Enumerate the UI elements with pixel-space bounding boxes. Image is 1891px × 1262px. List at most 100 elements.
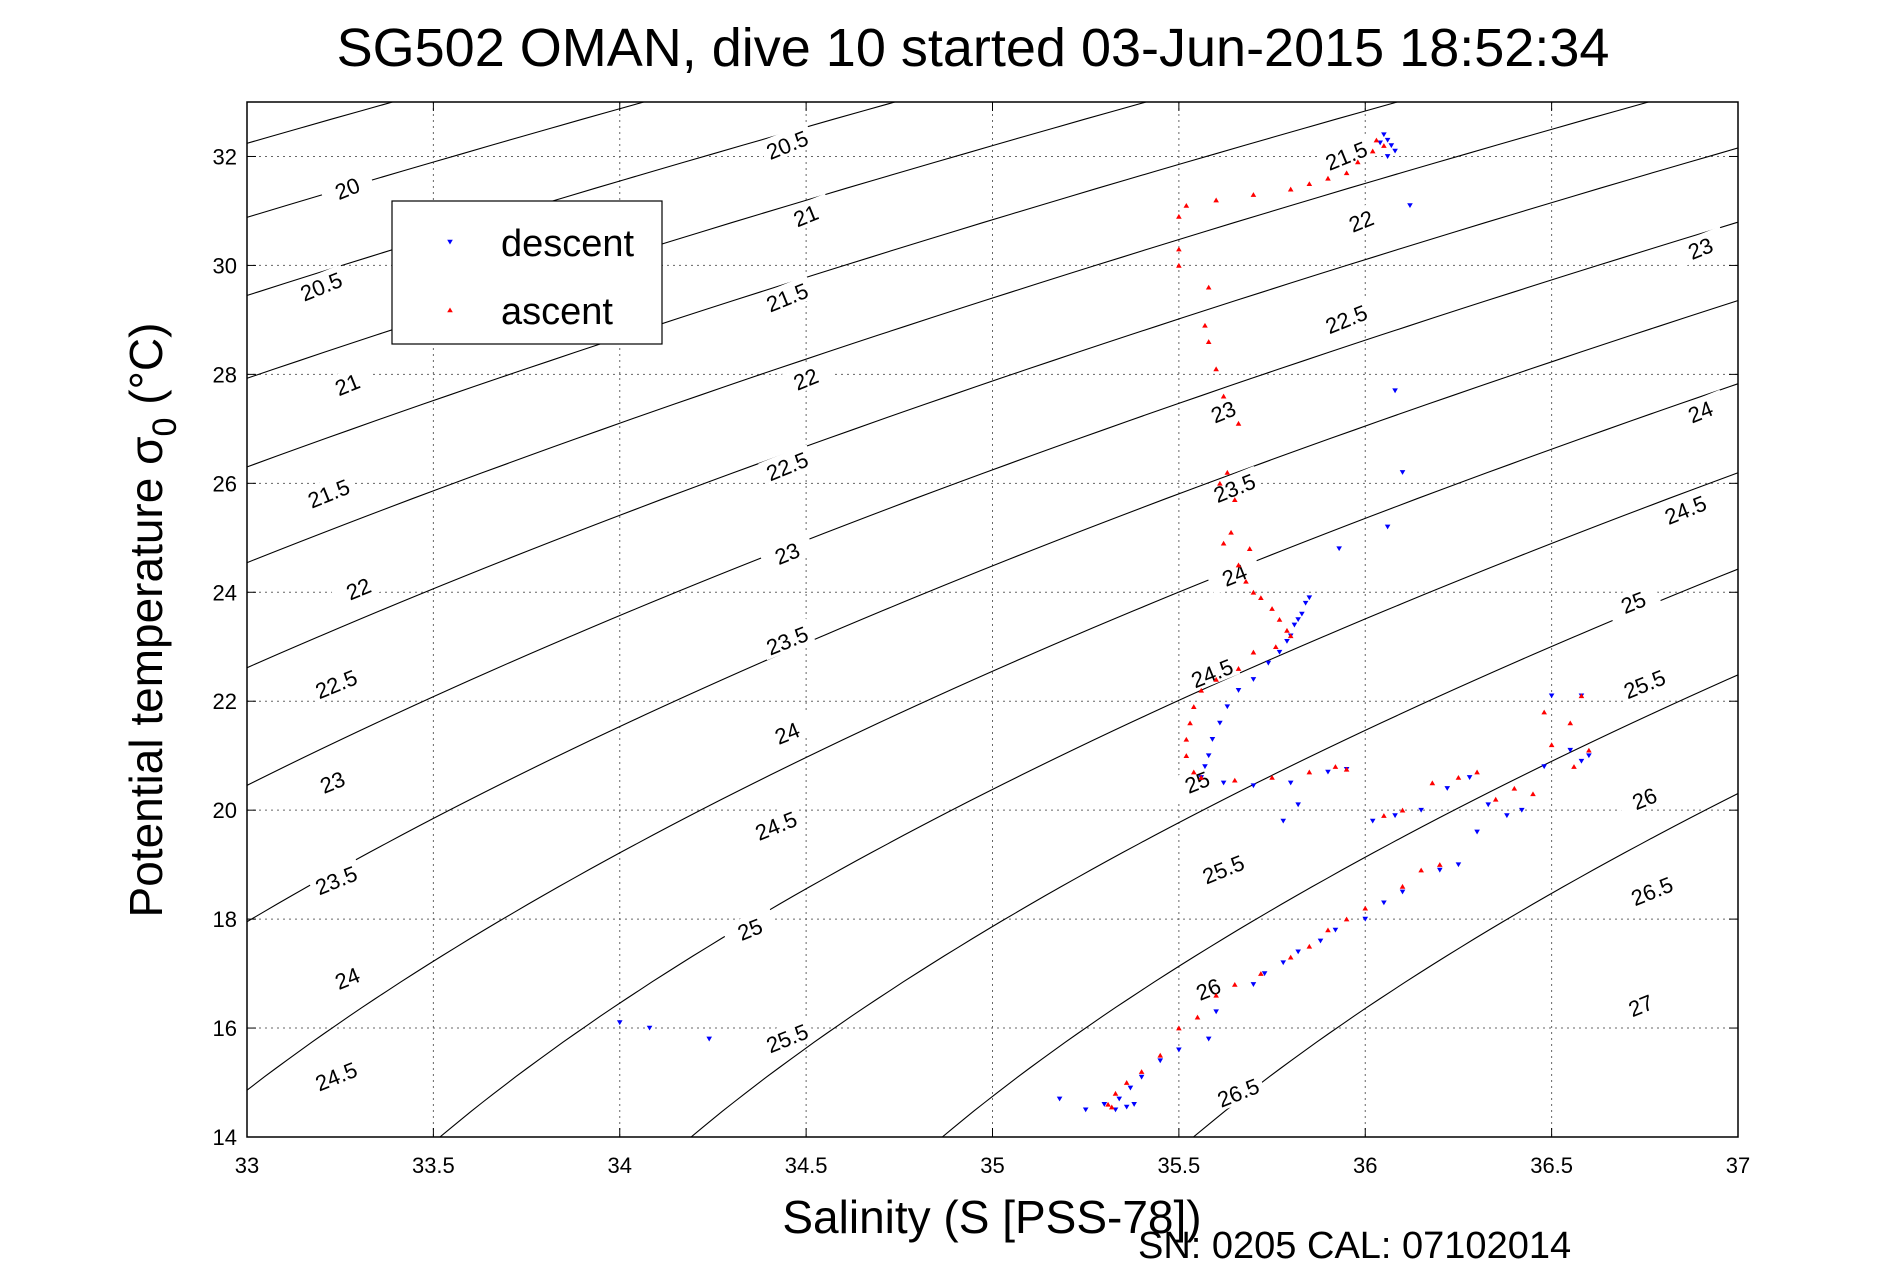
y-tick-label: 20	[213, 798, 237, 823]
data-points	[616, 132, 1592, 1113]
contour-label-bg	[329, 566, 387, 609]
ascent-point	[1250, 649, 1257, 655]
contour-label: 22.5	[1322, 300, 1371, 339]
ascent-point	[1190, 769, 1197, 775]
ascent-point	[1343, 766, 1350, 772]
y-tick-label: 22	[213, 689, 237, 714]
isopycnal-25	[247, 300, 1738, 923]
ascent-point	[1183, 736, 1190, 742]
descent-point	[1578, 758, 1585, 764]
ascent-point	[1176, 1025, 1182, 1031]
contour-label: 20.5	[297, 267, 346, 306]
ascent-point	[1176, 262, 1182, 268]
contour-label: 26.5	[1214, 1073, 1263, 1112]
descent-point	[1202, 764, 1208, 770]
ascent-point	[1205, 284, 1212, 290]
ascent-point	[1235, 666, 1242, 671]
descent-point	[1205, 1036, 1212, 1042]
contour-label-bg	[1183, 651, 1241, 693]
descent-point	[1369, 818, 1376, 824]
ascent-point	[1112, 1090, 1119, 1096]
ascent-point	[1213, 197, 1219, 203]
ascent-point	[1213, 676, 1219, 682]
ascent-point	[1418, 867, 1424, 873]
contour-label-bg	[758, 711, 816, 753]
ascent-point	[1231, 981, 1238, 987]
descent-point	[1082, 1107, 1089, 1113]
ascent-point	[1287, 186, 1294, 192]
descent-point	[1276, 649, 1283, 655]
ascent-point	[1187, 720, 1193, 726]
ascent-point	[1325, 927, 1331, 933]
ascent-point	[1213, 992, 1219, 998]
contour-label-bg	[1205, 466, 1263, 508]
ascent-point	[1224, 469, 1231, 475]
contour-label-bg	[758, 531, 816, 574]
ascent-point	[1474, 769, 1480, 775]
contour-label: 24.5	[312, 1057, 361, 1096]
y-axis-label-unit: (°C)	[120, 323, 172, 418]
contour-label-bg	[758, 275, 816, 318]
y-tick-label: 16	[213, 1016, 237, 1041]
descent-point	[1586, 753, 1592, 759]
descent-point	[1474, 829, 1480, 835]
x-tick-label: 35.5	[1157, 1153, 1200, 1178]
descent-point	[1250, 783, 1257, 789]
descent-point	[1176, 1047, 1182, 1053]
descent-point	[616, 1020, 623, 1026]
descent-point	[1302, 600, 1309, 606]
ascent-point	[1246, 546, 1253, 551]
descent-point	[1332, 927, 1339, 933]
descent-point	[1384, 137, 1391, 143]
ascent-point	[1194, 1014, 1201, 1020]
contour-label-bg	[1671, 389, 1729, 432]
contour-label-bg	[292, 264, 350, 307]
legend: descent ascent	[391, 200, 663, 345]
descent-point	[1466, 775, 1473, 780]
contour-label-bg	[1194, 847, 1252, 890]
ascent-point	[1306, 769, 1313, 775]
descent-point	[1101, 1102, 1108, 1107]
descent-point	[1157, 1058, 1164, 1064]
x-tick-label: 34.5	[785, 1153, 828, 1178]
density-contours	[247, 102, 1738, 1137]
isopycnal-23	[247, 102, 1398, 468]
isopycnal-25-5	[247, 383, 1738, 1091]
ascent-point	[1332, 764, 1339, 769]
ascent-point	[1183, 753, 1190, 758]
descent-point	[1235, 688, 1242, 693]
ascent-point	[1530, 791, 1536, 797]
legend-marker-descent	[447, 239, 453, 245]
series-ascent	[1105, 137, 1592, 1110]
contour-label-bg	[1317, 133, 1375, 176]
ascent-point	[1202, 322, 1208, 328]
contour-label-bg	[1671, 226, 1729, 269]
ascent-point	[1541, 709, 1547, 715]
y-axis-label-subscript: 0	[146, 418, 184, 437]
descent-point	[1287, 780, 1294, 786]
descent-point	[1056, 1096, 1063, 1102]
descent-point	[1261, 971, 1268, 977]
contour-label-bg	[758, 122, 816, 165]
contour-label-bg	[758, 1016, 816, 1058]
descent-point	[1123, 1104, 1130, 1110]
y-tick-label: 26	[213, 471, 237, 496]
ascent-point	[1220, 393, 1227, 399]
y-tick-label: 30	[213, 253, 237, 278]
legend-items: descent ascent	[447, 223, 635, 333]
x-axis-label: Salinity (S [PSS-78])	[782, 1191, 1201, 1243]
legend-label-ascent: ascent	[501, 291, 613, 333]
ascent-point	[1276, 617, 1283, 622]
descent-point	[1399, 470, 1406, 475]
ascent-point	[1511, 785, 1518, 791]
ascent-point	[1381, 813, 1387, 818]
ascent-point	[1198, 687, 1205, 693]
descent-point	[1131, 1102, 1137, 1107]
descent-point	[646, 1025, 653, 1031]
y-axis-label: Potential temperature σ0 (°C)	[120, 323, 184, 918]
descent-point	[1444, 786, 1451, 791]
ascent-point	[1578, 693, 1585, 699]
contour-label-bg	[1604, 580, 1662, 623]
contour-label: 23.5	[312, 861, 361, 900]
